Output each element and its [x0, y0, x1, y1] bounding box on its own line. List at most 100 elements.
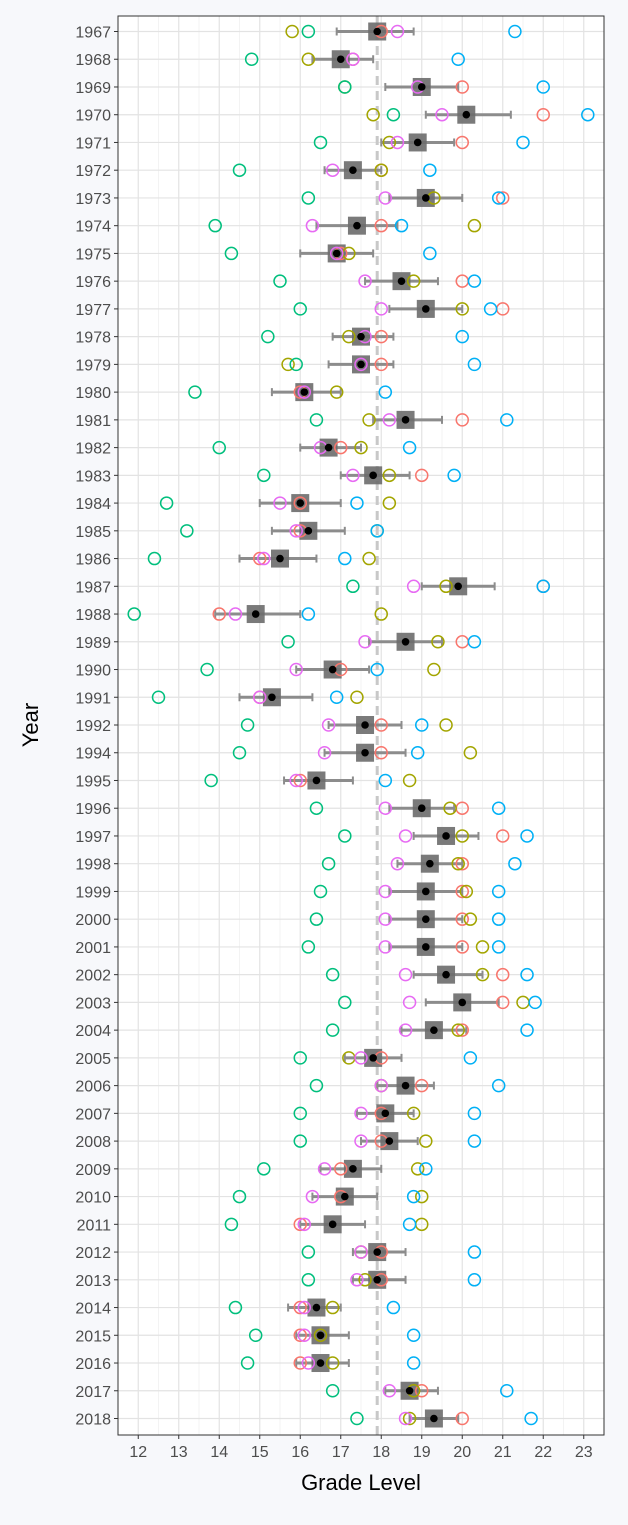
data-point: [451, 1023, 465, 1037]
data-point: [491, 884, 506, 899]
data-point: [354, 440, 368, 455]
data-point: [329, 385, 344, 399]
data-point: [301, 1273, 316, 1287]
mean-dot: [357, 360, 365, 369]
data-point: [467, 635, 482, 649]
data-point: [374, 218, 388, 233]
data-point: [491, 940, 506, 954]
data-point: [496, 967, 510, 982]
data-point: [520, 967, 534, 982]
data-point: [354, 357, 368, 372]
data-point: [410, 745, 425, 760]
data-point: [354, 1051, 368, 1065]
y-tick-label: 1998: [75, 857, 111, 874]
mean-dot: [442, 832, 450, 840]
data-point: [362, 551, 376, 566]
data-point: [406, 1356, 421, 1370]
data-point: [435, 107, 449, 122]
data-point: [455, 1411, 469, 1426]
data-point: [228, 1300, 243, 1315]
mean-dot: [312, 776, 321, 785]
y-tick-label: 1996: [75, 801, 111, 818]
y-tick-label: 1988: [75, 607, 111, 624]
y-tick-label: 1980: [75, 385, 111, 402]
data-point: [350, 1273, 364, 1287]
data-point: [293, 1217, 307, 1232]
data-point: [325, 1300, 340, 1315]
data-point: [459, 884, 474, 899]
data-point: [301, 52, 316, 66]
mean-dot: [373, 1248, 382, 1256]
mean-dots: [251, 27, 471, 1423]
mean-dot: [430, 1026, 438, 1034]
y-tick-label: 2016: [75, 1356, 111, 1373]
data-point: [374, 1078, 388, 1093]
x-axis-title: Grade Level: [301, 1470, 421, 1495]
data-point: [293, 1328, 307, 1343]
y-tick-label: 2014: [75, 1301, 111, 1318]
data-point: [374, 163, 388, 177]
y-tick-label: 1989: [75, 635, 111, 652]
mean-dot: [276, 554, 284, 563]
x-tick-label: 17: [332, 1444, 350, 1461]
data-point: [309, 413, 324, 427]
data-point: [500, 1384, 514, 1398]
y-tick-label: 2009: [75, 1162, 111, 1179]
mean-dot: [300, 388, 309, 396]
data-point: [204, 773, 218, 788]
data-point: [378, 801, 393, 815]
y-tick-label: 2004: [75, 1023, 111, 1040]
data-point: [285, 24, 299, 39]
data-point: [346, 468, 360, 483]
y-tick-label: 1969: [75, 80, 111, 97]
mean-dot: [422, 194, 430, 202]
data-point: [293, 1134, 307, 1148]
x-tick-label: 20: [453, 1444, 471, 1461]
data-point: [354, 1106, 368, 1121]
data-point: [483, 302, 498, 316]
x-tick-label: 13: [170, 1444, 188, 1461]
data-point: [402, 995, 417, 1010]
mean-dot: [369, 471, 377, 480]
y-tick-label: 2005: [75, 1051, 111, 1068]
data-point: [293, 1106, 307, 1121]
y-tick-label: 2018: [75, 1412, 111, 1429]
data-point: [346, 52, 360, 66]
data-point: [358, 274, 372, 288]
data-point: [520, 829, 534, 843]
data-point: [289, 524, 303, 538]
data-point: [301, 1356, 316, 1370]
data-point: [406, 1328, 421, 1343]
data-point: [346, 579, 360, 594]
data-point: [200, 662, 214, 677]
data-point: [443, 801, 457, 815]
data-point: [455, 829, 469, 843]
data-point: [378, 912, 393, 926]
y-axis-title: Year: [18, 703, 43, 747]
y-tick-label: 1987: [75, 579, 111, 596]
data-point: [536, 107, 550, 122]
data-point: [321, 718, 336, 732]
data-point: [427, 662, 441, 677]
y-tick-label: 1991: [75, 690, 111, 707]
data-point: [313, 884, 328, 899]
data-point: [406, 1106, 421, 1121]
data-point: [248, 1328, 263, 1343]
y-tick-label: 1981: [75, 413, 111, 430]
mean-dot: [316, 1331, 325, 1340]
data-point: [329, 246, 344, 261]
mean-dot: [373, 27, 382, 36]
data-point: [313, 1328, 328, 1343]
data-point: [244, 52, 259, 66]
data-point: [374, 302, 388, 316]
data-point: [467, 1134, 482, 1148]
data-point: [289, 773, 303, 788]
data-point: [293, 302, 307, 316]
data-point: [350, 1411, 364, 1426]
data-point: [455, 856, 469, 871]
data-point: [415, 718, 429, 732]
data-point: [402, 773, 417, 788]
data-point: [289, 357, 303, 372]
mean-dot: [349, 1165, 357, 1173]
mean-dot: [316, 1359, 325, 1367]
